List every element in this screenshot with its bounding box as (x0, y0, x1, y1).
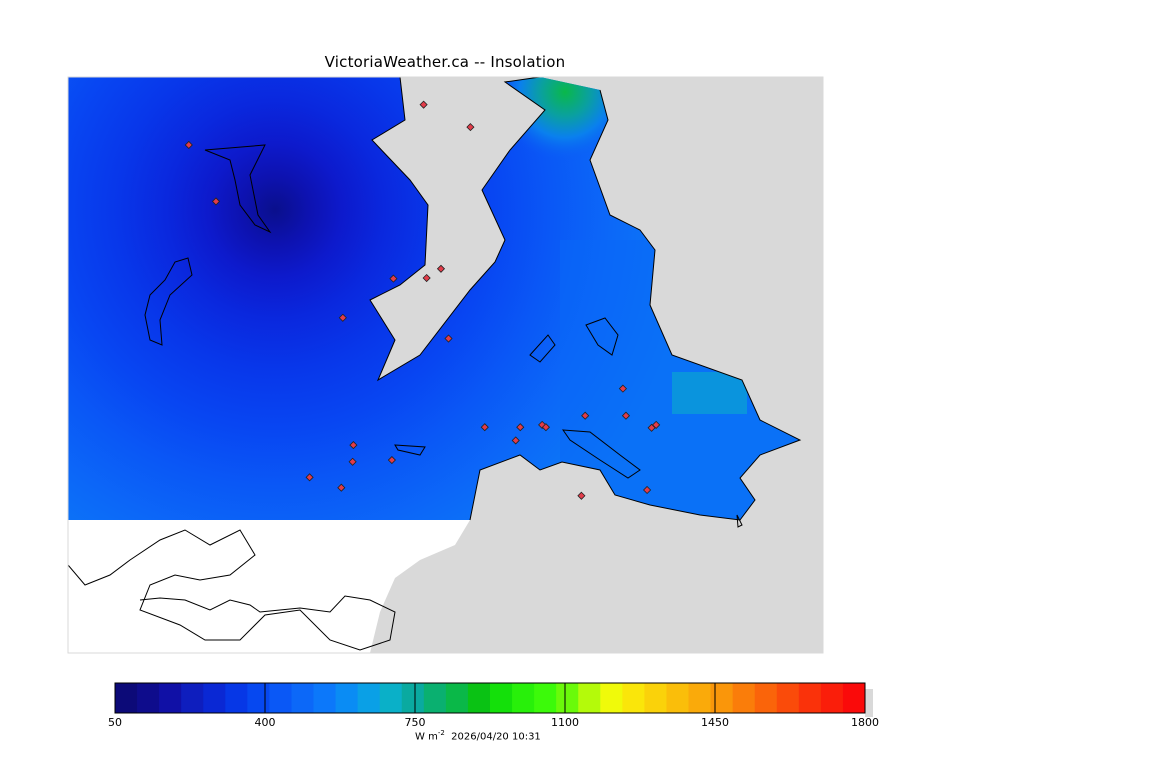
station-marker (444, 334, 453, 343)
station-marker (389, 274, 398, 283)
station-marker (422, 273, 431, 283)
colorbar-cell (203, 683, 226, 713)
station-marker (541, 423, 550, 432)
station-marker (305, 473, 314, 482)
colorbar-tick-label: 1450 (701, 716, 729, 729)
station-marker (466, 123, 475, 132)
station-marker (516, 423, 525, 432)
colorbar-cell (490, 683, 513, 713)
station-marker (621, 411, 631, 420)
colorbar-cell (115, 683, 138, 713)
colorbar-cell (247, 683, 270, 713)
station-marker (577, 491, 586, 500)
station-marker (184, 140, 193, 150)
colorbar-cell (291, 683, 315, 713)
colorbar-cells (115, 683, 866, 713)
colorbar-cell (776, 683, 800, 713)
colorbar-cell (512, 683, 535, 713)
insolation-field-patch (672, 372, 747, 414)
station-marker (348, 457, 357, 466)
colorbar-tick-label: 1800 (851, 716, 879, 729)
colorbar-cell (578, 683, 601, 713)
colorbar-cell (666, 683, 690, 713)
colorbar-cell (622, 683, 645, 713)
station-marker (618, 384, 627, 393)
colorbar-cell (379, 683, 403, 713)
coastlines (68, 77, 802, 651)
station-marker (349, 440, 358, 450)
colorbar-tick-label: 1100 (551, 716, 579, 729)
station-marker (338, 313, 347, 322)
units-and-timestamp: W m-2 2026/04/20 10:31 (415, 729, 541, 742)
chart-title: VictoriaWeather.ca -- Insolation (324, 53, 566, 71)
units-exponent: -2 (437, 729, 445, 737)
colorbar-cell (710, 683, 734, 713)
station-marker (387, 455, 396, 465)
colorbar-cell (820, 683, 844, 713)
colorbar-cell (269, 683, 292, 713)
colorbar-cell (137, 683, 160, 713)
colorbar-cell (688, 683, 712, 713)
colorbar-cell (335, 683, 359, 713)
station-marker (211, 197, 221, 206)
colorbar-cell (401, 683, 425, 713)
colorbar-shadow (865, 689, 873, 717)
colorbar-cell (754, 683, 778, 713)
colorbar-tick-label: 400 (254, 716, 276, 729)
colorbar-cell (556, 683, 579, 713)
station-marker (511, 436, 520, 445)
colorbar-cell (313, 683, 337, 713)
colorbar-cell (842, 683, 866, 713)
colorbar-cell (732, 683, 756, 713)
colorbar-tick-label: 750 (404, 716, 426, 729)
colorbar-cell (423, 683, 447, 713)
colorbar-cell (644, 683, 667, 713)
map-frame (67, 76, 824, 654)
colorbar-cell (445, 683, 469, 713)
station-marker (337, 483, 346, 492)
colorbar-cell (600, 683, 623, 713)
station-markers (184, 100, 661, 500)
colorbar-ticks (114, 683, 866, 713)
colorbar-cell (357, 683, 381, 713)
units-label: W m (415, 731, 438, 743)
no-data-region (68, 520, 470, 653)
station-marker (652, 420, 661, 429)
colorbar-tick-label: 50 (108, 716, 122, 729)
colorbar-cell (181, 683, 204, 713)
timestamp: 2026/04/20 10:31 (451, 731, 541, 743)
colorbar-cell (225, 683, 248, 713)
colorbar-cell (467, 683, 491, 713)
station-marker (480, 423, 489, 432)
station-marker (436, 264, 446, 273)
station-marker (419, 100, 428, 109)
station-marker (581, 411, 590, 420)
station-marker (643, 485, 652, 495)
colorbar-cell (534, 683, 557, 713)
colorbar-cell (798, 683, 822, 713)
colorbar-cell (159, 683, 182, 713)
